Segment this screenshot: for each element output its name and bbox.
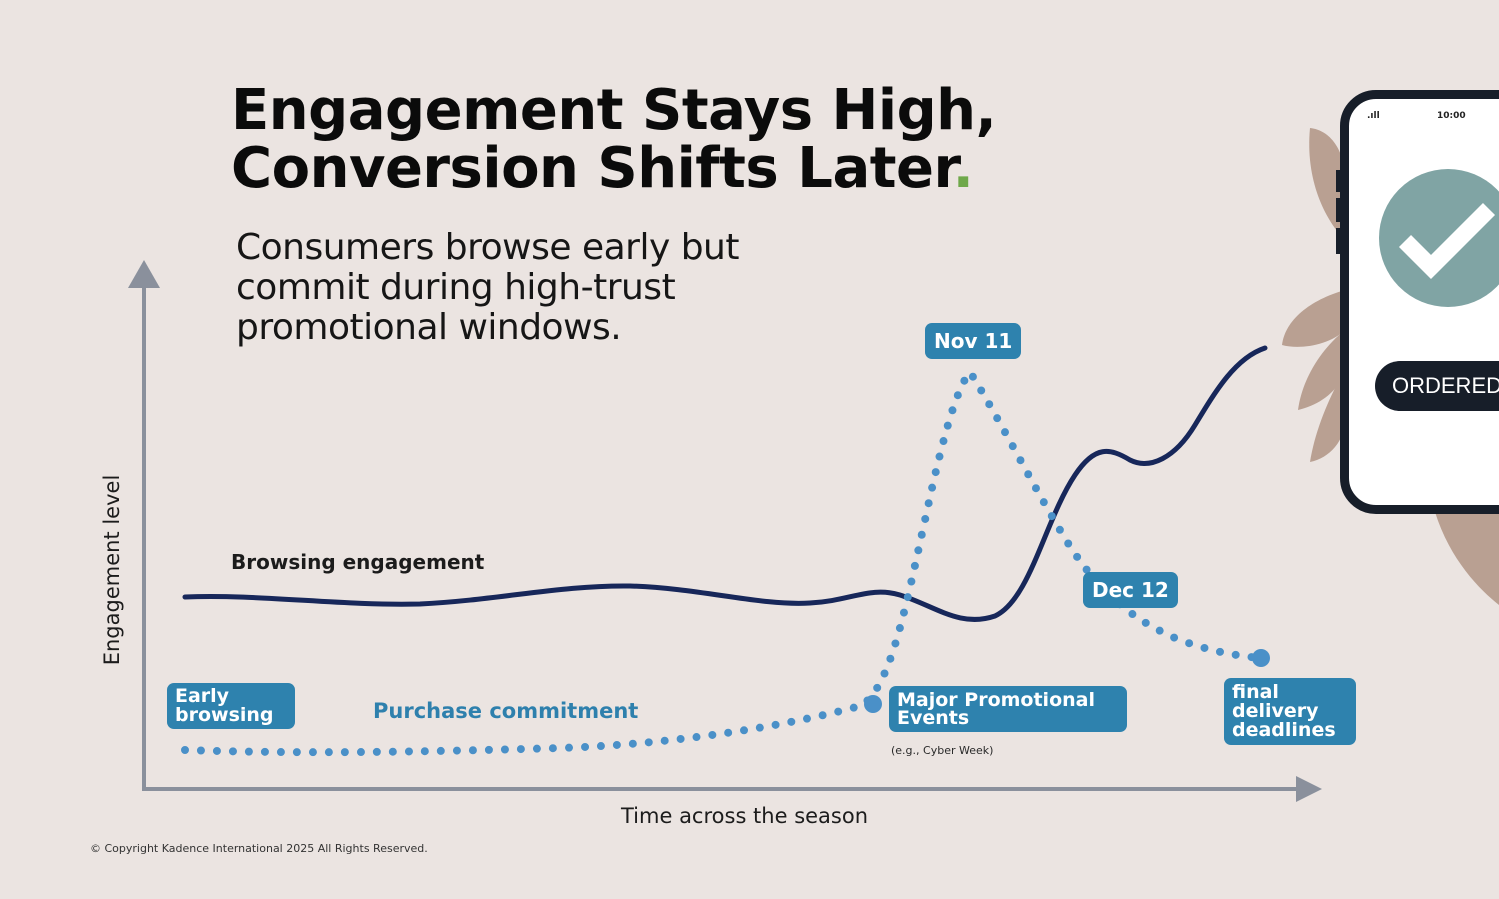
phone-side-button (1336, 198, 1342, 222)
tag-line: Major Promotional (897, 689, 1095, 711)
title-accent-dot: . (952, 136, 974, 201)
final-delivery-tag: final delivery deadlines (1224, 678, 1356, 745)
tag-line: browsing (175, 704, 274, 726)
copyright-footer: © Copyright Kadence International 2025 A… (90, 842, 428, 855)
page-title: Engagement Stays High, Conversion Shifts… (231, 82, 997, 201)
ordered-status-badge: ORDERED! (1375, 361, 1499, 411)
title-line-2: Conversion Shifts Later (231, 136, 953, 201)
phone-side-button (1336, 170, 1342, 192)
title-line-1: Engagement Stays High, (231, 78, 997, 143)
major-events-note: (e.g., Cyber Week) (891, 744, 994, 757)
promo-event-marker (864, 695, 882, 713)
phone-clock: 10:00 (1437, 111, 1466, 121)
check-circle-icon (1379, 169, 1499, 307)
browsing-series-label: Browsing engagement (231, 550, 485, 574)
phone-side-button (1336, 228, 1342, 254)
major-events-tag: Major Promotional Events (889, 686, 1127, 732)
tag-line: deadlines (1232, 719, 1336, 741)
tag-line: delivery (1232, 700, 1319, 722)
tag-line: final (1232, 681, 1279, 703)
signal-icon: .ıll (1367, 111, 1380, 121)
deadline-marker (1252, 649, 1270, 667)
tag-line: Events (897, 707, 970, 729)
browsing-engagement-line (182, 345, 1268, 622)
page-subtitle: Consumers browse early but commit during… (236, 227, 740, 348)
early-browsing-tag: Early browsing (167, 683, 295, 729)
phone-mockup: .ıll 10:00 ORDERED! (1340, 90, 1499, 514)
purchase-commitment-line (181, 365, 1264, 757)
x-axis (142, 776, 1322, 802)
tag-line: Early (175, 685, 230, 707)
x-axis-label: Time across the season (621, 804, 869, 828)
nov11-tag: Nov 11 (925, 323, 1022, 359)
purchase-series-label: Purchase commitment (373, 699, 639, 723)
y-axis-label: Engagement level (100, 474, 124, 666)
dec12-tag: Dec 12 (1083, 572, 1178, 608)
y-axis (128, 260, 160, 790)
